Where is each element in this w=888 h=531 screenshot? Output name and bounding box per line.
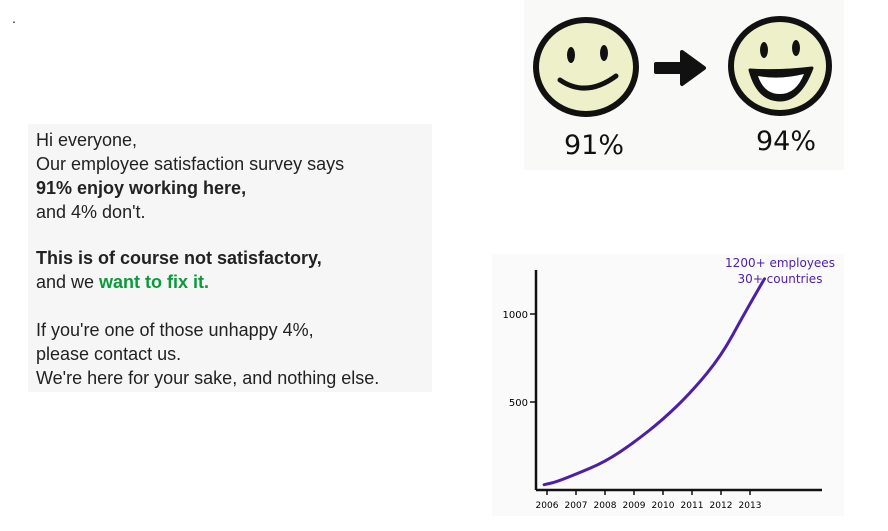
- x-tick-label: 2010: [652, 501, 675, 511]
- survey-line: Our employee satisfaction survey says: [36, 154, 345, 174]
- smiley-face-before-icon: [533, 17, 639, 117]
- y-tick-label: 1000: [503, 310, 528, 321]
- smiley-face-after-icon: [728, 16, 832, 116]
- not-satisfactory-line: This is of course not satisfactory,: [36, 248, 322, 268]
- chart-annotation-employees: 1200+ employees: [725, 256, 835, 270]
- fix-line: and we want to fix it.: [36, 270, 209, 294]
- x-tick-label: 2007: [565, 501, 588, 511]
- x-tick-label: 2011: [681, 501, 704, 511]
- greeting-line: Hi everyone,: [36, 130, 138, 150]
- growth-chart: 500 1000 2006 2007 2008 2009 2010 2011 2012 2013…: [492, 254, 844, 516]
- x-tick-label: 2006: [536, 501, 559, 511]
- corner-mark: .: [12, 10, 16, 26]
- employees-series-line: [542, 277, 766, 487]
- before-percent-label: 91%: [564, 130, 624, 161]
- x-tick-label: 2008: [594, 501, 617, 511]
- after-percent-label: 94%: [756, 126, 816, 157]
- satisfaction-faces: 91% 94%: [524, 0, 844, 170]
- growth-chart-svg: 500 1000 2006 2007 2008 2009 2010 2011 2012 2013…: [503, 256, 835, 511]
- fix-line-prefix: and we: [36, 272, 100, 292]
- chart-annotation-countries: 30+ countries: [738, 272, 823, 286]
- x-tick-label: 2009: [623, 501, 646, 511]
- arrow-right-icon: [654, 50, 706, 86]
- x-tick-label: 2012: [710, 501, 733, 511]
- sake-line: We're here for your sake, and nothing el…: [36, 368, 380, 388]
- x-tick-label: 2013: [739, 501, 762, 511]
- survey-message: Hi everyone, Our employee satisfaction s…: [28, 124, 432, 392]
- contact-line: please contact us.: [36, 344, 182, 364]
- enjoy-line: 91% enjoy working here,: [36, 178, 247, 198]
- y-tick-label: 500: [509, 398, 528, 409]
- dont-line: and 4% don't.: [36, 202, 146, 222]
- unhappy-line: If you're one of those unhappy 4%,: [36, 320, 314, 340]
- fix-line-emphasis: want to fix it.: [99, 272, 210, 292]
